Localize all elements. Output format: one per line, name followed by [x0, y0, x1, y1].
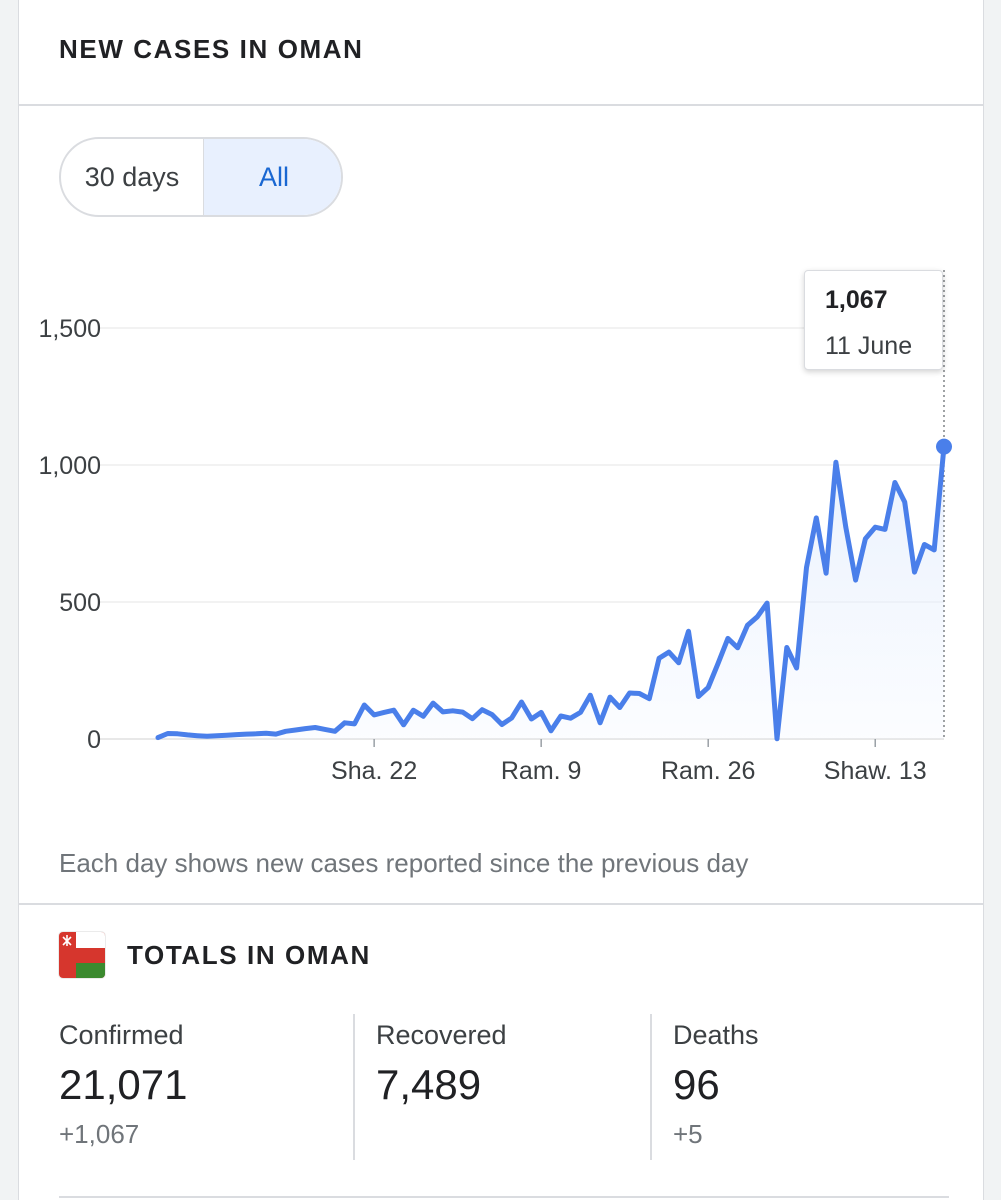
recovered-stat: Recovered 7,489	[376, 1018, 507, 1118]
stat-separator	[353, 1014, 355, 1160]
chart-card-title: NEW CASES IN OMAN	[59, 34, 364, 64]
confirmed-stat: Confirmed 21,071 +1,067	[59, 1018, 187, 1150]
highlighted-point	[936, 438, 952, 455]
deaths-delta: +5	[673, 1119, 703, 1149]
series-area	[158, 446, 944, 739]
covid-card: NEW CASES IN OMAN 30 days All 0 500 1,000 1…	[18, 0, 984, 1200]
chart-tooltip: 1,067 11 June	[804, 270, 943, 370]
deaths-label: Deaths	[673, 1020, 759, 1050]
x-tick-label: Ram. 26	[661, 757, 755, 785]
confirmed-label: Confirmed	[59, 1020, 184, 1050]
bottom-divider	[59, 1196, 949, 1198]
new-cases-chart[interactable]: 0 500 1,000 1,500 Sha. 22 Ram. 9 Ram. 26 Shaw. …	[19, 255, 983, 795]
y-tick-label: 1,500	[38, 315, 101, 343]
header-divider	[19, 104, 983, 106]
x-tick-label: Ram. 9	[501, 757, 582, 785]
deaths-stat: Deaths 96 +5	[673, 1018, 759, 1150]
totals-title: TOTALS IN OMAN	[127, 939, 371, 970]
stat-separator	[650, 1014, 652, 1160]
tooltip-date: 11 June	[825, 332, 913, 360]
section-divider	[19, 903, 983, 905]
x-tick-label: Sha. 22	[331, 757, 417, 785]
chart-footnote: Each day shows new cases reported since …	[59, 848, 749, 878]
range-toggle: 30 days All	[59, 137, 343, 217]
tooltip-value: 1,067	[825, 286, 888, 314]
y-tick-label: 500	[59, 589, 101, 617]
range-all-button[interactable]: All	[204, 139, 341, 215]
totals-header: TOTALS IN OMAN	[59, 930, 371, 980]
recovered-label: Recovered	[376, 1020, 507, 1050]
x-tick-label: Shaw. 13	[824, 757, 927, 785]
confirmed-delta: +1,067	[59, 1119, 140, 1149]
series-line	[155, 444, 947, 742]
oman-flag-icon	[59, 932, 105, 978]
range-30-days-button[interactable]: 30 days	[61, 139, 204, 215]
y-tick-label: 0	[87, 726, 101, 754]
confirmed-value: 21,071	[59, 1061, 188, 1108]
y-tick-label: 1,000	[38, 452, 101, 480]
deaths-value: 96	[673, 1061, 720, 1108]
recovered-value: 7,489	[376, 1061, 482, 1108]
